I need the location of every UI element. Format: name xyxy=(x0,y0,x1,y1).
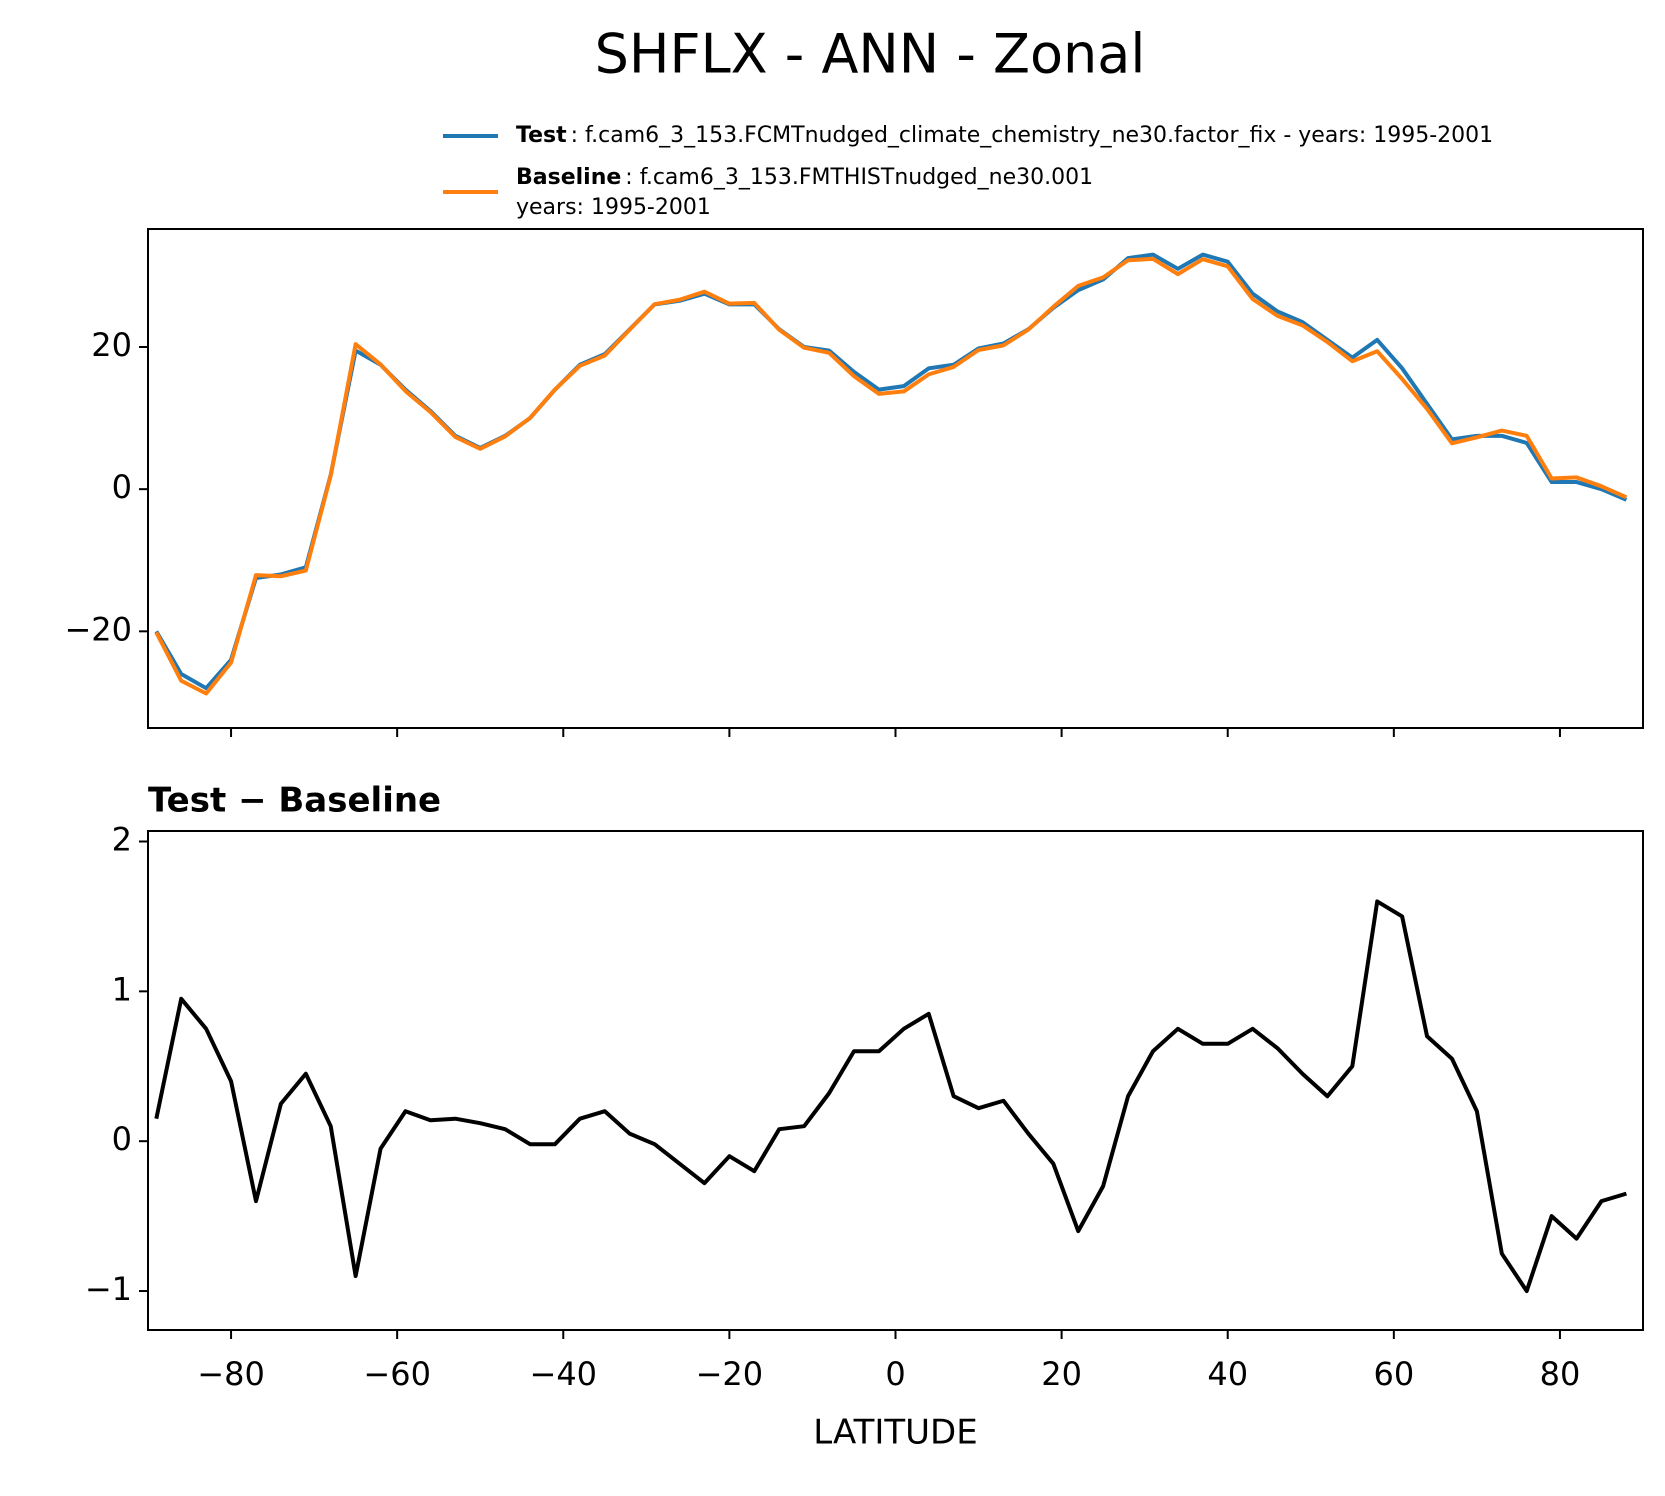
legend-description: years: 1995-2001 xyxy=(516,195,711,220)
x-tick-label: 0 xyxy=(885,1355,905,1393)
x-tick-label: −20 xyxy=(696,1355,764,1393)
data-line xyxy=(154,252,1628,691)
legend-name: Test xyxy=(516,123,567,148)
y-tick-label: 0 xyxy=(112,1120,132,1158)
x-tick-label: −60 xyxy=(363,1355,431,1393)
data-line xyxy=(154,899,1627,1294)
legend-text: Test: f.cam6_3_153.FCMTnudged_climate_ch… xyxy=(516,123,1493,148)
axes-frame xyxy=(147,830,1644,1331)
x-tick-label: −80 xyxy=(197,1355,265,1393)
panel-title: Test − Baseline xyxy=(148,781,441,821)
legend-text: Baseline: f.cam6_3_153.FMTHISTnudged_ne3… xyxy=(516,165,1093,190)
x-axis-label: LATITUDE xyxy=(813,1413,977,1453)
y-tick-label: 20 xyxy=(91,326,132,364)
x-tick-label: −40 xyxy=(530,1355,598,1393)
y-tick-label: −20 xyxy=(64,610,132,648)
legend-text: years: 1995-2001 xyxy=(516,195,711,220)
x-tick-label: 40 xyxy=(1207,1355,1248,1393)
axes-frame xyxy=(147,228,1644,729)
y-tick-label: 2 xyxy=(112,820,132,858)
legend-name: Baseline xyxy=(516,165,621,190)
legend-description: : f.cam6_3_153.FMTHISTnudged_ne30.001 xyxy=(625,165,1093,190)
y-tick-label: 0 xyxy=(112,468,132,506)
x-tick-label: 80 xyxy=(1540,1355,1581,1393)
data-line xyxy=(154,256,1628,696)
chart-title: SHFLX - ANN - Zonal xyxy=(595,23,1146,86)
y-tick-label: −1 xyxy=(85,1270,132,1308)
x-tick-label: 20 xyxy=(1041,1355,1082,1393)
x-tick-label: 60 xyxy=(1373,1355,1414,1393)
y-tick-label: 1 xyxy=(112,970,132,1008)
legend-description: : f.cam6_3_153.FCMTnudged_climate_chemis… xyxy=(571,123,1494,148)
